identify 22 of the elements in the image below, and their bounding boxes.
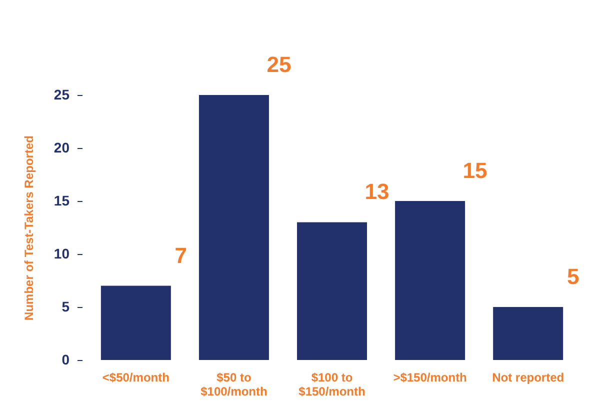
bar — [100, 286, 171, 360]
x-tick-label: >$150/month — [393, 370, 467, 384]
data-label: 15 — [462, 158, 488, 183]
y-tick-label: 5 — [62, 298, 70, 314]
y-axis-title: Number of Test-Takers Reported — [22, 136, 36, 320]
data-label: 7 — [174, 242, 188, 268]
bar — [395, 201, 466, 360]
data-label: 5 — [566, 264, 580, 289]
y-tick-label: 15 — [54, 192, 70, 208]
bar — [297, 222, 367, 360]
y-tick-label: 10 — [54, 246, 70, 262]
x-tick-label: Not reported — [492, 370, 564, 384]
y-tick-label: 20 — [54, 140, 70, 156]
data-label: 13 — [364, 179, 390, 204]
x-tick-label: <$50/month — [102, 370, 170, 384]
y-tick-label: 0 — [62, 352, 70, 368]
x-tick-label: $50 to $100/month — [200, 370, 268, 398]
data-label: 25 — [266, 52, 292, 77]
y-tick-label: 25 — [54, 86, 70, 102]
x-tick-label: $100 to $150/month — [298, 370, 366, 398]
bar — [493, 307, 564, 360]
bar — [198, 95, 269, 360]
